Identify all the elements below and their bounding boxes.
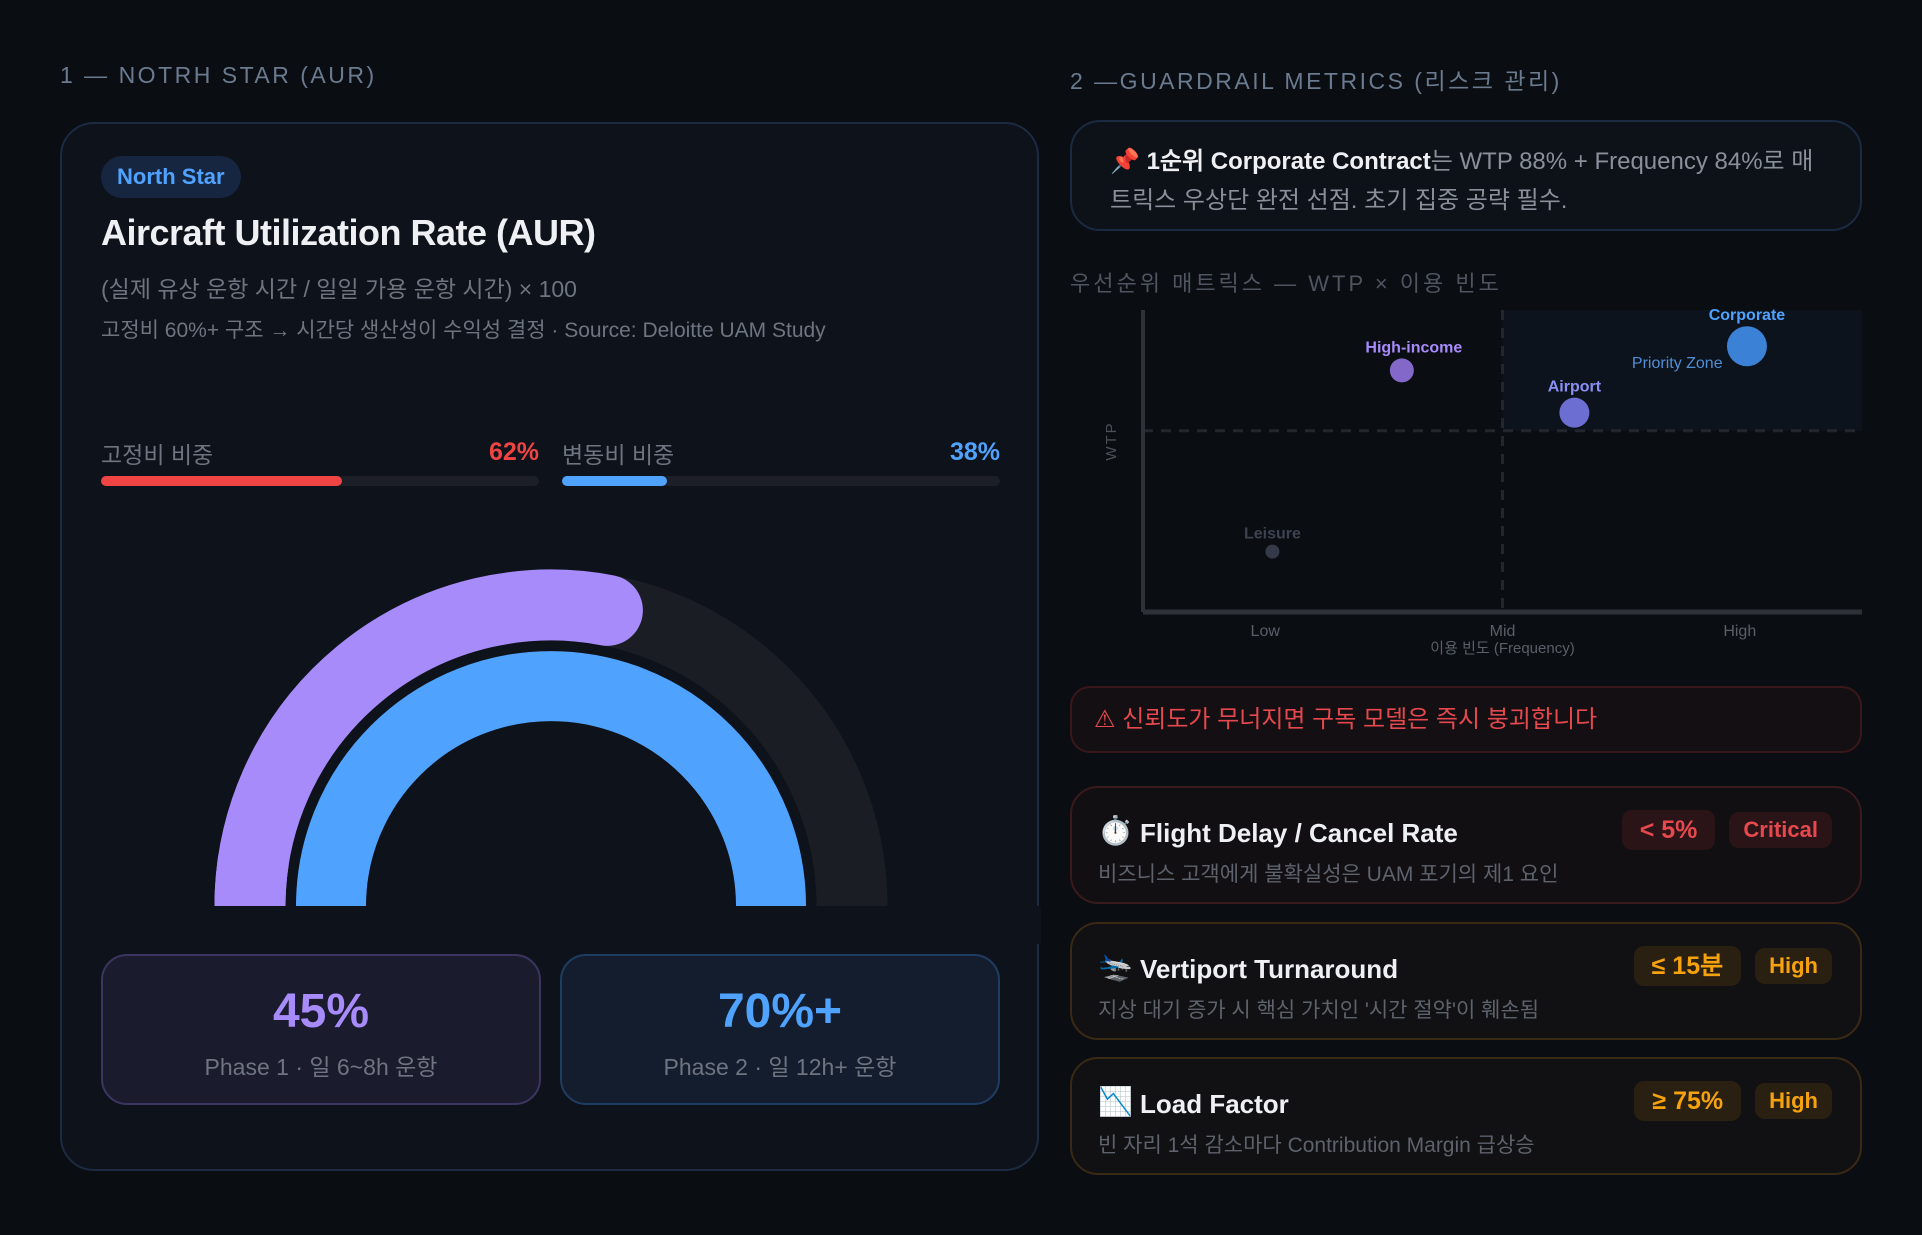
phase2-value: 70%+ xyxy=(717,985,843,1038)
fixed-cost-label: 고정비 비중 xyxy=(101,442,214,468)
insight-text: 는 WTP 88% + Frequency 84%로 매트릭스 우상단 완전 선… xyxy=(1110,148,1814,214)
guardrail-badges: ≥ 75% High xyxy=(1634,1081,1832,1121)
north-star-panel: North Star Aircraft Utilization Rate (AU… xyxy=(60,122,1041,1171)
stopwatch-icon: ⏱️ xyxy=(1098,815,1133,846)
target-badge: ≥ 75% xyxy=(1634,1081,1742,1121)
variable-cost-fill xyxy=(562,476,668,486)
section-title-guardrail: 2 —GUARDRAIL METRICS (리스크 관리) xyxy=(1070,68,1562,94)
gauge-outer-arc-phase1 xyxy=(214,569,643,942)
x-tick-label: Mid xyxy=(1490,623,1516,640)
guardrail-title: Vertiport Turnaround xyxy=(1140,954,1399,984)
phase2-label: Phase 2 · 일 12h+ 운항 xyxy=(663,1054,897,1080)
x-tick-label: High xyxy=(1723,623,1756,640)
bubble-label: Leisure xyxy=(1244,526,1301,543)
aur-gauge-chart xyxy=(62,569,1041,944)
chart-decreasing-icon: 📉 xyxy=(1098,1086,1133,1117)
bubble-airport xyxy=(1559,397,1590,428)
fixed-cost-fill xyxy=(101,476,342,486)
insight-highlight: 1순위 Corporate Contract xyxy=(1146,148,1431,175)
bubble-label: Airport xyxy=(1548,379,1602,396)
reliability-alert: ⚠ 신뢰도가 무너지면 구독 모델은 즉시 붕괴합니다 xyxy=(1070,686,1862,753)
metric-formula: (실제 유상 운항 시간 / 일일 가용 운항 시간) × 100 xyxy=(101,276,577,302)
severity-badge: High xyxy=(1755,1083,1832,1119)
guardrail-desc: 빈 자리 1석 감소마다 Contribution Margin 급상승 xyxy=(1098,1134,1535,1157)
bubble-label: Corporate xyxy=(1709,307,1786,324)
guardrail-badges: < 5% Critical xyxy=(1621,810,1832,850)
bubble-label: High-income xyxy=(1365,339,1462,356)
guardrail-card-vertiport-turnaround: 🛬 Vertiport Turnaround 지상 대기 증가 시 핵심 가치인… xyxy=(1070,922,1862,1040)
metric-note: 고정비 60%+ 구조 → 시간당 생산성이 수익성 결정 · Source: … xyxy=(101,319,826,342)
guardrail-badges: ≤ 15분 High xyxy=(1633,946,1832,986)
guardrail-title: Flight Delay / Cancel Rate xyxy=(1140,818,1458,848)
phase2-card: 70%+ Phase 2 · 일 12h+ 운항 xyxy=(560,954,1000,1105)
guardrail-title: Load Factor xyxy=(1140,1089,1289,1119)
y-axis-title: WTP xyxy=(1103,421,1120,460)
guardrail-card-flight-delay: ⏱️ Flight Delay / Cancel Rate 비즈니스 고객에게 … xyxy=(1070,786,1862,904)
severity-badge: Critical xyxy=(1729,812,1832,848)
guardrail-card-load-factor: 📉 Load Factor 빈 자리 1석 감소마다 Contribution … xyxy=(1070,1057,1862,1175)
variable-cost-bar: 변동비 비중 38% xyxy=(562,436,1000,486)
insight-callout: 📌 1순위 Corporate Contract는 WTP 88% + Freq… xyxy=(1070,120,1862,231)
bubble-leisure xyxy=(1265,544,1280,559)
matrix-title: 우선순위 매트릭스 — WTP × 이용 빈도 xyxy=(1070,271,1502,296)
bubble-corporate xyxy=(1726,326,1767,367)
priority-matrix-chart: Low Mid High 이용 빈도 (Frequency) WTP Priority Z… xyxy=(1103,307,1862,657)
x-tick-label: Low xyxy=(1251,623,1281,640)
variable-cost-track xyxy=(562,476,1000,486)
gauge-inner-arc-phase2 xyxy=(296,651,806,907)
target-badge: ≤ 15분 xyxy=(1633,946,1742,986)
phase1-value: 45% xyxy=(272,985,370,1038)
pushpin-icon: 📌 xyxy=(1110,148,1140,175)
phase1-card: 45% Phase 1 · 일 6~8h 운항 xyxy=(101,954,541,1105)
target-badge: < 5% xyxy=(1621,810,1716,850)
x-axis-title: 이용 빈도 (Frequency) xyxy=(1430,640,1574,657)
warning-icon: ⚠ xyxy=(1094,706,1116,733)
priority-zone-label: Priority Zone xyxy=(1632,355,1723,372)
fixed-cost-bar: 고정비 비중 62% xyxy=(101,436,539,486)
fixed-cost-value: 62% xyxy=(488,438,539,466)
guardrail-desc: 지상 대기 증가 시 핵심 가치인 '시간 절약'이 훼손됨 xyxy=(1098,999,1540,1022)
bubble-high-income xyxy=(1389,358,1414,383)
variable-cost-label: 변동비 비중 xyxy=(562,442,675,468)
severity-badge: High xyxy=(1755,948,1832,984)
airplane-arrival-icon: 🛬 xyxy=(1098,951,1133,982)
variable-cost-value: 38% xyxy=(949,438,1000,466)
fixed-cost-track xyxy=(101,476,539,486)
metric-title: Aircraft Utilization Rate (AUR) xyxy=(101,212,596,253)
north-star-badge: North Star xyxy=(101,156,241,198)
guardrail-desc: 비즈니스 고객에게 불확실성은 UAM 포기의 제1 요인 xyxy=(1098,863,1559,886)
alert-text: 신뢰도가 무너지면 구독 모델은 즉시 붕괴합니다 xyxy=(1122,706,1598,733)
phase1-label: Phase 1 · 일 6~8h 운항 xyxy=(204,1054,438,1080)
section-title-north-star: 1 — NOTRH STAR (AUR) xyxy=(60,62,377,88)
